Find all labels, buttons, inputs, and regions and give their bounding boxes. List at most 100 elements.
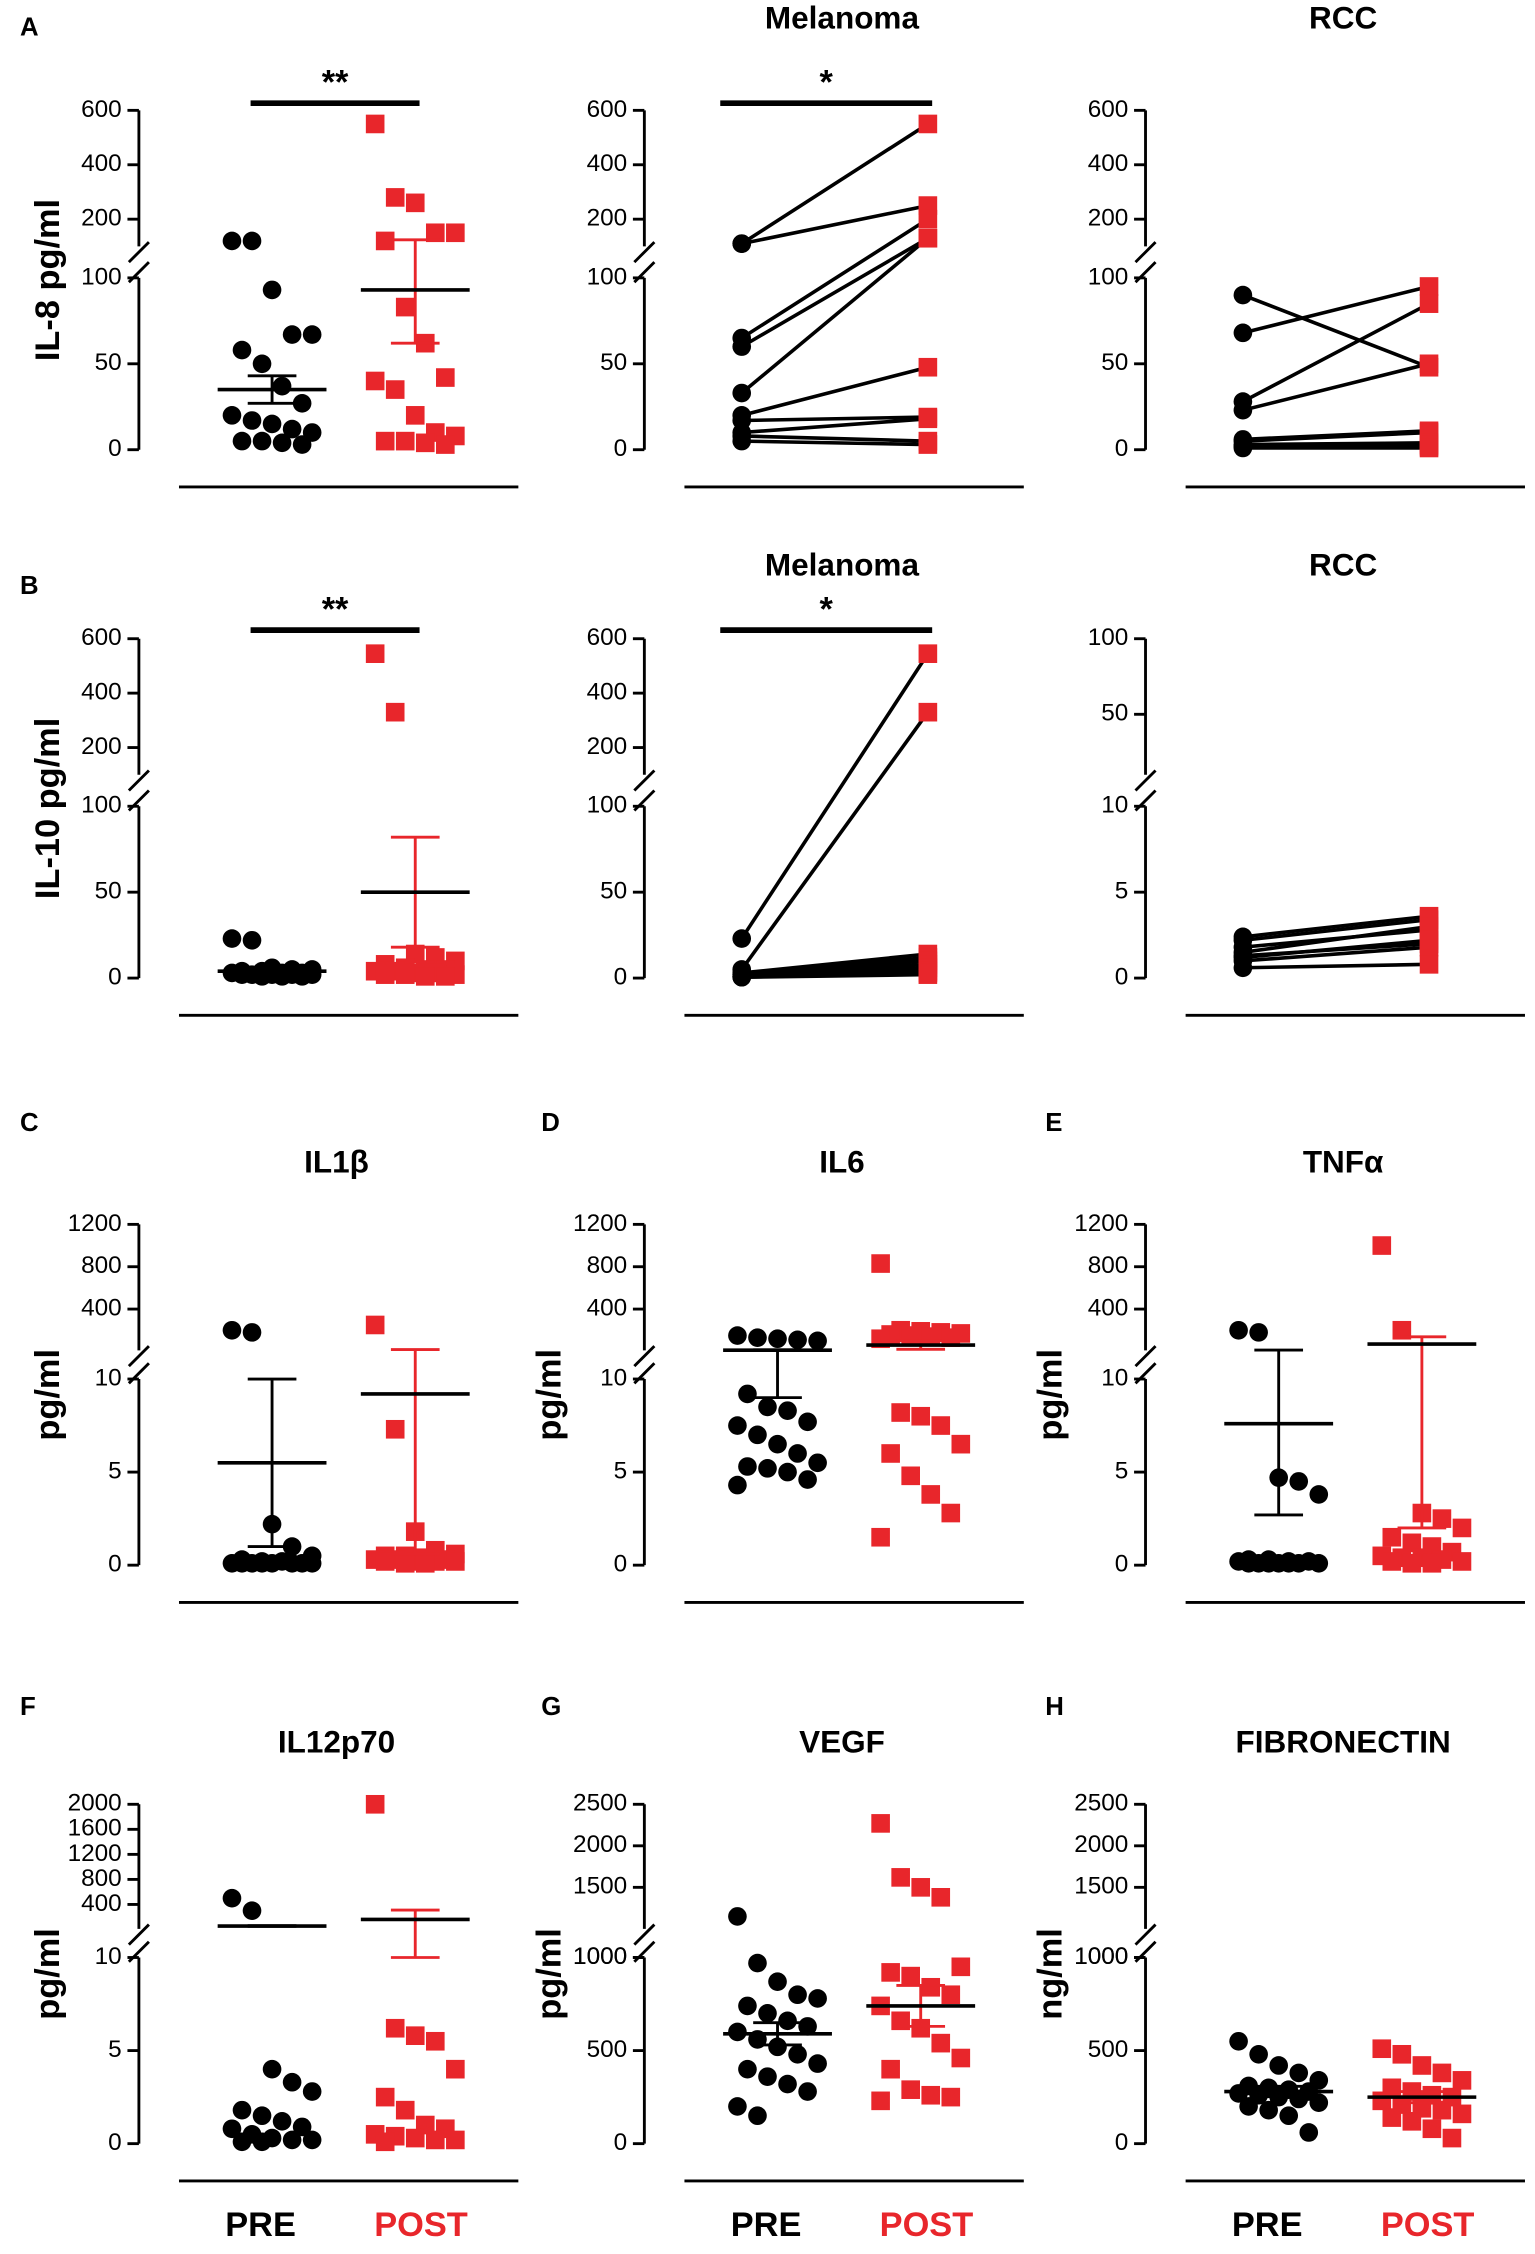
pre-point	[1233, 400, 1253, 420]
post-point	[918, 965, 938, 984]
y-tick-label: 0	[1115, 2129, 1129, 2156]
pre-point	[1229, 2031, 1248, 2051]
y-tick-label: 2000	[1074, 1831, 1128, 1858]
post-point	[1392, 2044, 1412, 2064]
pre-point	[1299, 2123, 1319, 2142]
post-point	[871, 2091, 890, 2111]
post-point	[375, 431, 395, 451]
post-point	[395, 431, 415, 451]
axis-break	[633, 241, 656, 264]
x-tick-label: PRE	[1232, 2206, 1303, 2244]
pre-point	[768, 1972, 787, 1992]
post-point	[1419, 294, 1439, 313]
pre-point	[252, 2132, 272, 2152]
post-point	[446, 2059, 465, 2079]
pre-point	[1249, 2044, 1268, 2064]
y-tick-label: 100	[587, 263, 628, 290]
y-tick-label: 400	[587, 150, 628, 177]
pre-point	[748, 1328, 767, 1347]
post-point	[871, 1527, 890, 1547]
panel-letter: A	[20, 14, 39, 42]
pre-point	[728, 1326, 747, 1345]
pre-point	[252, 2106, 272, 2126]
pre-point	[282, 419, 302, 439]
y-tick-label: 10	[95, 1364, 122, 1391]
post-point	[921, 1485, 941, 1504]
pre-point	[738, 1996, 757, 2016]
panel-letter: D	[541, 1109, 560, 1137]
y-tick-label: 0	[1115, 1551, 1129, 1578]
post-point	[1452, 2104, 1472, 2124]
pre-point	[1249, 1323, 1268, 1342]
pre-point	[778, 2011, 797, 2031]
y-axis-label: IL-10 pg/ml	[29, 718, 67, 899]
post-point	[415, 1553, 435, 1573]
pair-line	[1242, 362, 1430, 412]
pre-point	[808, 1989, 827, 2008]
y-tick-label: 50	[95, 349, 122, 376]
pre-point	[758, 1397, 777, 1417]
pre-point	[262, 2059, 282, 2079]
y-tick-label: 0	[1115, 435, 1129, 462]
pair-line	[1242, 914, 1430, 939]
post-point	[1402, 1533, 1422, 1553]
post-point	[446, 223, 465, 243]
axis-break	[633, 769, 656, 792]
post-point	[918, 114, 938, 134]
pre-point	[222, 406, 242, 425]
post-point	[405, 2026, 425, 2045]
y-axis-label: pg/ml	[1032, 1349, 1070, 1441]
y-tick-label: 50	[600, 878, 627, 905]
y-tick-label: 800	[81, 1865, 122, 1892]
pre-point	[808, 2054, 827, 2073]
post-point	[1452, 1552, 1472, 1571]
pre-point	[1233, 285, 1253, 305]
post-point	[1432, 2063, 1452, 2083]
pre-point	[242, 930, 262, 950]
pre-point	[748, 1953, 767, 1973]
post-point	[375, 1552, 395, 1571]
y-tick-label: 400	[587, 1295, 628, 1322]
y-tick-label: 600	[1088, 96, 1129, 123]
pair-line	[1242, 302, 1430, 404]
y-tick-label: 10	[600, 1364, 627, 1391]
pair-line	[740, 652, 930, 940]
pair-line	[741, 203, 929, 246]
pre-point	[252, 431, 272, 451]
post-point	[918, 228, 938, 248]
post-point	[365, 644, 385, 663]
post-point	[375, 231, 395, 251]
pair-line	[1242, 924, 1430, 955]
pre-point	[738, 1457, 757, 1476]
axis-break	[1134, 769, 1157, 792]
y-tick-label: 100	[81, 263, 122, 290]
pre-point	[732, 337, 752, 356]
post-point	[395, 1553, 415, 1573]
pair-line	[1242, 293, 1430, 369]
pre-point	[768, 1434, 787, 1454]
post-point	[951, 1434, 971, 1454]
pre-point	[1269, 2056, 1288, 2075]
post-point	[385, 702, 405, 722]
pre-point	[788, 1444, 807, 1463]
post-point	[1419, 354, 1439, 374]
post-point	[1412, 2056, 1432, 2075]
significance-label: **	[322, 64, 349, 102]
significance-label: *	[820, 591, 834, 629]
y-tick-label: 200	[1088, 205, 1129, 232]
pre-point	[1233, 948, 1253, 967]
y-tick-label: 10	[95, 1943, 122, 1970]
post-point	[395, 965, 415, 984]
pair-line	[741, 416, 929, 435]
post-point	[375, 2087, 395, 2107]
y-tick-label: 1500	[1074, 1873, 1128, 1900]
x-tick-label: PRE	[225, 2206, 296, 2244]
post-point	[901, 1466, 920, 1486]
post-point	[446, 1552, 465, 1571]
pre-point	[252, 354, 272, 374]
y-tick-label: 1000	[1074, 1943, 1128, 1970]
pre-point	[1309, 2093, 1329, 2113]
y-tick-label: 50	[1101, 349, 1128, 376]
pre-point	[732, 383, 752, 403]
